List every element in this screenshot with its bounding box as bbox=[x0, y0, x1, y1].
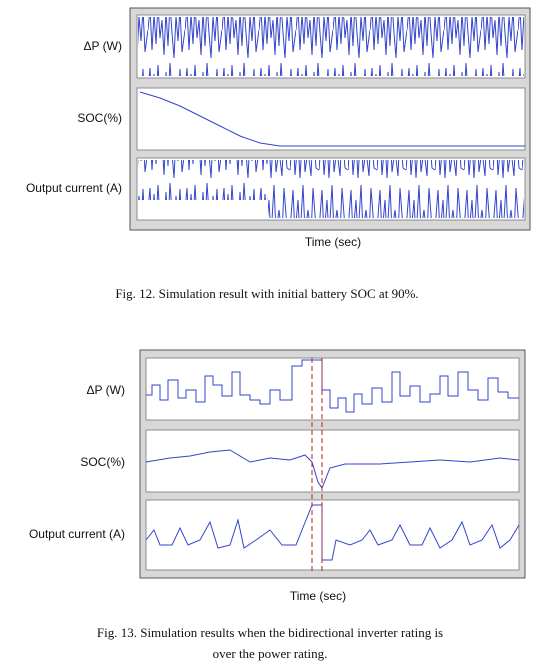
figure-13: ΔP (W) SOC(%) Output current (A) Time (s… bbox=[29, 349, 526, 661]
figure-12: ΔP (W) SOC(%) Output current (A) Time (s… bbox=[26, 7, 531, 301]
waveform bbox=[139, 91, 525, 147]
caption: Fig. 13. Simulation results when the bid… bbox=[97, 625, 443, 640]
x-label: Time (sec) bbox=[305, 235, 361, 249]
axis-label: ΔP (W) bbox=[84, 39, 122, 53]
waveform bbox=[145, 449, 520, 490]
x-label: Time (sec) bbox=[290, 589, 346, 603]
panel bbox=[136, 87, 526, 151]
caption: Fig. 12. Simulation result with initial … bbox=[115, 286, 418, 301]
caption: over the power rating. bbox=[213, 646, 328, 661]
axis-label: Output current (A) bbox=[29, 527, 125, 541]
waveform bbox=[138, 160, 268, 200]
waveform bbox=[138, 17, 524, 76]
waveform bbox=[268, 160, 524, 218]
axis-label: SOC(%) bbox=[80, 455, 125, 469]
panel bbox=[145, 357, 520, 421]
axis-label: Output current (A) bbox=[26, 181, 122, 195]
waveform bbox=[146, 359, 519, 413]
panel bbox=[145, 499, 520, 571]
panel bbox=[145, 429, 520, 493]
axis-label: ΔP (W) bbox=[87, 383, 125, 397]
axis-label: SOC(%) bbox=[77, 111, 122, 125]
waveform bbox=[145, 504, 520, 561]
